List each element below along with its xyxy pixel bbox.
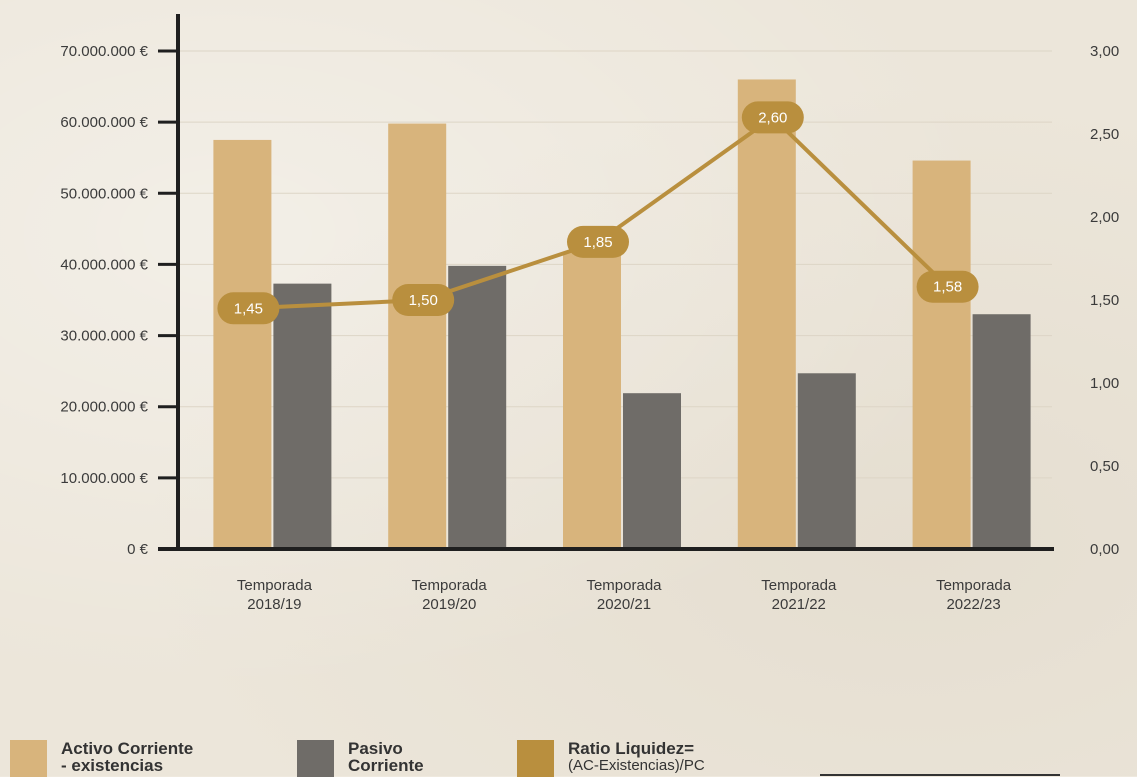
ratio-data-label: 1,58: [933, 279, 962, 296]
y-right-tick-label: 3,00: [1090, 43, 1119, 60]
ratio-point-badge: [916, 270, 979, 303]
x-tick-label: 2021/22: [772, 596, 826, 613]
legend-item-pasivo: Pasivo Corriente: [297, 739, 424, 777]
y-right-tick-label: 1,00: [1090, 375, 1119, 392]
bar-activo: [737, 79, 796, 549]
bar-activo: [563, 252, 621, 549]
x-tick-label: 2018/19: [247, 596, 301, 613]
y-right-tick-label: 1,50: [1090, 292, 1119, 309]
bar-activo: [388, 123, 447, 550]
y-left-tick-label: 10.000.000 €: [60, 470, 148, 487]
x-tick-label: 2022/23: [946, 596, 1000, 613]
y-left-tick-label: 70.000.000 €: [60, 43, 148, 60]
x-tick-label: Temporada: [586, 577, 662, 594]
legend-label-activo-1: Activo Corriente: [61, 739, 194, 758]
bar-pasivo: [623, 393, 681, 549]
ratio-data-label: 1,45: [234, 300, 263, 317]
bar-activo: [912, 160, 971, 549]
x-tick-label: Temporada: [237, 577, 313, 594]
legend-label-ratio-2: (AC-Existencias)/PC: [568, 757, 705, 774]
x-tick-label: Temporada: [936, 577, 1012, 594]
x-tick-label: 2019/20: [422, 596, 476, 613]
legend-swatch-pasivo: [297, 740, 334, 777]
y-right-tick-label: 0,00: [1090, 541, 1119, 558]
ratio-point-badge: [217, 292, 280, 325]
bar-pasivo: [448, 265, 507, 549]
ratio-point-badge: [392, 284, 455, 316]
ratio-point-badge: [567, 225, 629, 258]
ratio-data-label: 1,50: [409, 292, 438, 309]
y-left-tick-label: 60.000.000 €: [60, 114, 148, 131]
legend-label-pasivo-2: Corriente: [348, 756, 424, 775]
legend-swatch-activo: [10, 740, 47, 777]
y-right-tick-label: 2,50: [1090, 126, 1119, 143]
bar-pasivo: [797, 373, 856, 549]
bar-activo: [213, 139, 272, 549]
y-right-tick-label: 0,50: [1090, 458, 1119, 475]
bar-pasivo: [972, 314, 1031, 549]
legend-swatch-ratio: [517, 740, 554, 777]
y-left-tick-label: 40.000.000 €: [60, 256, 148, 273]
y-right-tick-label: 2,00: [1090, 209, 1119, 226]
ratio-data-label: 2,60: [758, 109, 787, 126]
y-left-tick-label: 30.000.000 €: [60, 328, 148, 345]
legend-label-activo-2: - existencias: [61, 756, 164, 775]
x-tick-label: Temporada: [761, 577, 837, 594]
decorative-line: [820, 774, 1060, 776]
bar-pasivo: [273, 283, 332, 549]
ratio-data-label: 1,85: [583, 234, 612, 251]
legend-item-ratio: Ratio Liquidez= (AC-Existencias)/PC: [517, 739, 705, 777]
ratio-point-badge: [741, 101, 804, 134]
y-left-tick-label: 50.000.000 €: [60, 185, 148, 202]
legend-label-ratio-1: Ratio Liquidez=: [568, 739, 695, 758]
x-tick-label: Temporada: [412, 577, 488, 594]
legend-item-activo: Activo Corriente - existencias: [10, 739, 194, 777]
legend-label-pasivo-1: Pasivo: [348, 739, 403, 758]
x-tick-label: 2020/21: [597, 596, 651, 613]
y-left-tick-label: 20.000.000 €: [60, 399, 148, 416]
y-left-tick-label: 0 €: [127, 541, 149, 558]
